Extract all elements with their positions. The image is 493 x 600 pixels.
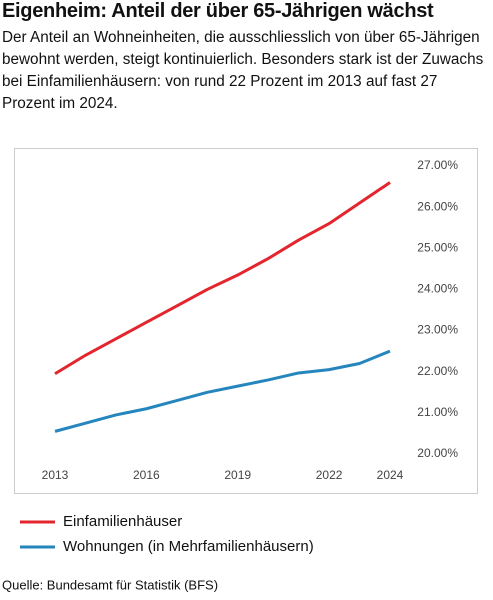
x-tick-label: 2024	[377, 468, 404, 482]
legend-label: Wohnungen (in Mehrfamilienhäusern)	[63, 538, 314, 555]
y-tick-label: 23.00%	[417, 323, 458, 337]
data-line	[54, 349, 391, 433]
y-tick-label: 24.00%	[417, 282, 458, 296]
source: Quelle: Bundesamt für Statistik (BFS)	[2, 577, 218, 592]
y-tick-label: 22.00%	[417, 364, 458, 378]
plot-frame	[14, 148, 478, 494]
x-tick-label: 2016	[133, 468, 160, 482]
y-tick-label: 20.00%	[417, 446, 458, 460]
x-tick-label: 2022	[316, 468, 343, 482]
y-tick-label: 25.00%	[417, 240, 458, 254]
x-tick-label: 2019	[224, 468, 251, 482]
x-tick-label: 2013	[42, 468, 69, 482]
y-tick-label: 27.00%	[417, 158, 458, 172]
y-tick-label: 21.00%	[417, 405, 458, 419]
legend-label: Einfamilienhäuser	[63, 513, 182, 530]
y-tick-label: 26.00%	[417, 199, 458, 213]
chart-title: Eigenheim: Anteil der über 65-Jährigen w…	[2, 0, 434, 22]
chart-subtitle: Der Anteil an Wohneinheiten, die ausschl…	[2, 29, 484, 112]
data-line	[54, 181, 391, 376]
